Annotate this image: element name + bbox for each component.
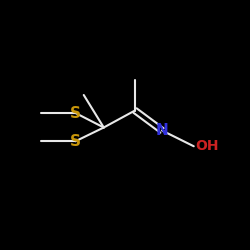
Text: S: S — [70, 134, 81, 149]
Text: S: S — [70, 106, 81, 120]
Text: N: N — [156, 123, 168, 138]
Text: OH: OH — [195, 139, 218, 153]
